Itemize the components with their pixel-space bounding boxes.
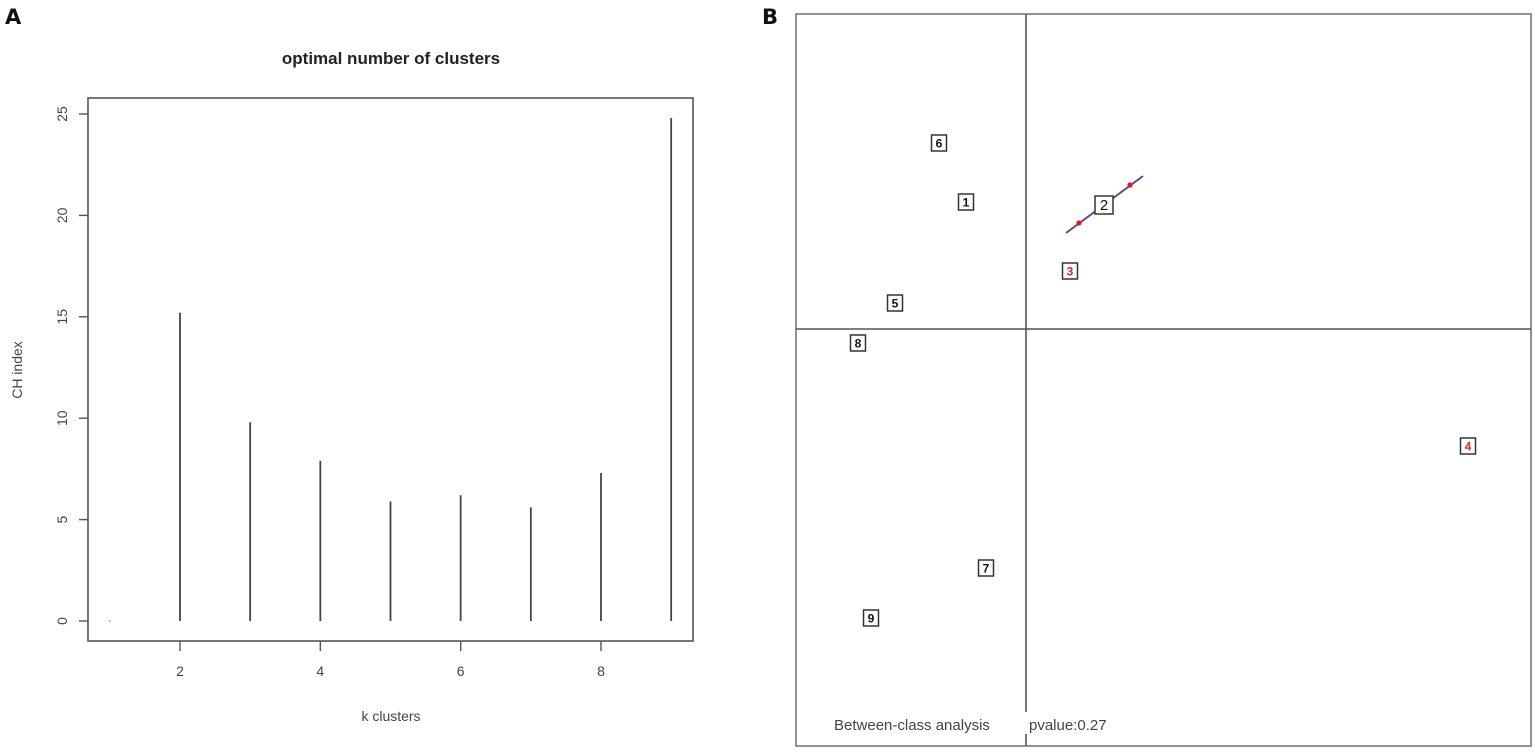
bars <box>108 118 673 622</box>
class-label-9: 9 <box>862 609 880 627</box>
x-tick-label: 8 <box>597 663 605 679</box>
svg-text:4: 4 <box>1465 440 1472 454</box>
class-label-3: 3 <box>1061 262 1079 280</box>
class-label-2: 2 <box>1094 195 1114 215</box>
y-tick-label: 0 <box>54 617 70 625</box>
class-label-8: 8 <box>849 334 867 352</box>
svg-text:9: 9 <box>868 612 875 626</box>
class-points: 1 2 3 4 5 6 7 8 9 <box>849 134 1477 627</box>
x-axis-label: k clusters <box>361 708 420 724</box>
svg-text:8: 8 <box>855 337 862 351</box>
annotation-label: Between-class analysis <box>834 717 990 734</box>
svg-text:3: 3 <box>1067 265 1074 279</box>
class-label-4: 4 <box>1459 437 1477 455</box>
class-label-7: 7 <box>977 559 995 577</box>
svg-text:2: 2 <box>1100 197 1108 214</box>
svg-text:7: 7 <box>983 562 990 576</box>
y-tick-label: 5 <box>54 515 70 523</box>
x-tick-label: 4 <box>316 663 324 679</box>
svg-text:5: 5 <box>892 297 899 311</box>
y-tick-label: 15 <box>54 309 70 325</box>
plot-frame <box>87 97 694 642</box>
y-axis: 0 5 10 15 20 25 <box>54 106 88 625</box>
ch-index-chart: optimal number of clusters 0 5 10 15 20 25 2 4… <box>9 49 694 724</box>
svg-text:1: 1 <box>963 196 970 210</box>
panel-b-letter: B <box>762 5 779 29</box>
x-tick-label: 2 <box>176 663 184 679</box>
y-axis-label: CH index <box>9 341 25 399</box>
svg-text:6: 6 <box>936 137 943 151</box>
class-label-6: 6 <box>930 134 948 152</box>
sample-dot <box>1076 220 1082 226</box>
class-label-1: 1 <box>957 193 975 211</box>
x-tick-label: 6 <box>457 663 465 679</box>
y-tick-label: 20 <box>54 207 70 223</box>
chart-title: optimal number of clusters <box>282 49 500 68</box>
class-label-5: 5 <box>886 294 904 312</box>
panel-a-letter: A <box>5 5 22 29</box>
y-tick-label: 10 <box>54 410 70 426</box>
plot-frame-b <box>795 13 1532 747</box>
pvalue-label: pvalue:0.27 <box>1029 717 1107 734</box>
sample-dot <box>1127 182 1133 188</box>
x-axis: 2 4 6 8 <box>176 641 605 679</box>
y-tick-label: 25 <box>54 106 70 122</box>
bar <box>108 620 111 622</box>
